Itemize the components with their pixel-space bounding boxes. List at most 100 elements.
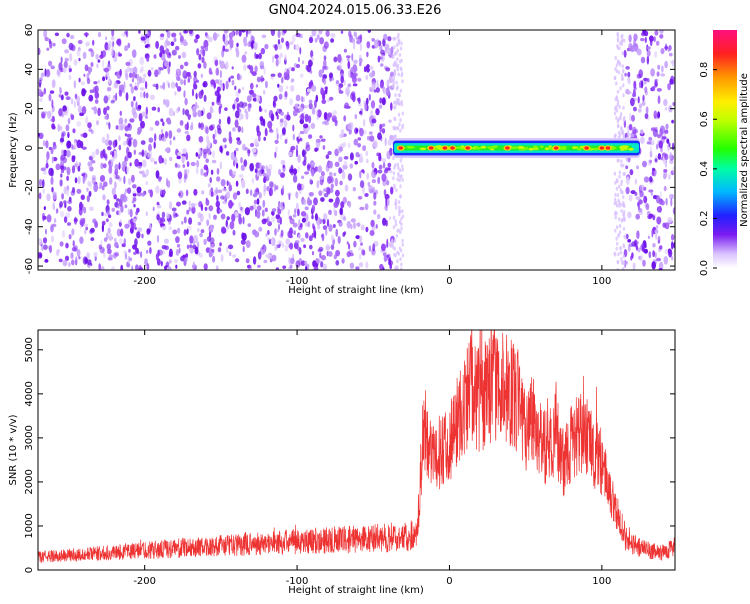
noise-fringe	[399, 158, 403, 163]
noise-cell	[244, 207, 250, 216]
noise-cell	[638, 69, 643, 78]
noise-cell	[346, 55, 351, 59]
noise-cell	[128, 248, 131, 253]
noise-cell	[328, 198, 334, 203]
noise-cell	[44, 111, 48, 115]
noise-cell	[160, 188, 163, 195]
noise-cell	[340, 75, 345, 84]
noise-cell	[105, 36, 107, 41]
noise-cell	[155, 170, 160, 179]
noise-cell	[183, 216, 187, 224]
noise-cell	[643, 77, 648, 82]
noise-cell	[216, 194, 219, 202]
noise-cell	[198, 136, 204, 143]
noise-fringe	[400, 41, 403, 46]
noise-cell	[212, 150, 215, 159]
noise-cell	[217, 86, 221, 92]
noise-cell	[84, 257, 88, 264]
noise-fringe	[618, 217, 621, 222]
noise-cell	[275, 267, 280, 270]
noise-cell	[633, 80, 637, 89]
noise-cell	[260, 47, 266, 55]
noise-cell	[134, 238, 138, 247]
noise-cell	[203, 152, 207, 159]
noise-cell	[104, 139, 110, 146]
noise-cell	[289, 168, 294, 174]
noise-fringe	[617, 117, 620, 122]
noise-cell	[120, 193, 125, 201]
noise-cell	[636, 165, 639, 170]
noise-cell	[347, 83, 352, 88]
noise-cell	[370, 88, 374, 92]
noise-cell	[127, 178, 132, 186]
noise-fringe	[622, 267, 625, 270]
noise-cell	[297, 154, 301, 164]
noise-fringe	[616, 123, 620, 128]
noise-fringe	[399, 209, 402, 214]
noise-cell	[164, 148, 169, 152]
noise-cell	[74, 177, 78, 184]
noise-cell	[666, 138, 670, 144]
noise-cell	[139, 170, 143, 174]
noise-cell	[353, 59, 358, 64]
noise-cell	[276, 218, 282, 224]
noise-cell	[276, 108, 280, 113]
noise-cell	[389, 134, 394, 141]
noise-cell	[319, 218, 323, 223]
noise-cell	[195, 34, 200, 40]
noise-cell	[327, 112, 333, 118]
noise-cell	[82, 132, 88, 138]
noise-cell	[341, 258, 345, 264]
noise-cell	[198, 53, 202, 61]
noise-cell	[108, 214, 112, 219]
noise-cell	[69, 52, 73, 62]
noise-cell	[148, 189, 152, 193]
noise-cell	[127, 208, 131, 216]
noise-cell	[343, 79, 346, 86]
noise-cell	[225, 151, 230, 156]
noise-cell	[371, 81, 376, 90]
noise-cell	[641, 80, 644, 89]
noise-cell	[318, 69, 323, 78]
noise-cell	[153, 54, 157, 59]
noise-cell	[147, 69, 152, 77]
noise-fringe	[618, 105, 621, 109]
noise-cell	[65, 212, 71, 219]
noise-cell	[240, 157, 243, 164]
noise-cell	[203, 94, 207, 102]
noise-cell	[315, 94, 319, 103]
noise-cell	[185, 253, 189, 258]
noise-fringe	[616, 33, 620, 38]
noise-cell	[359, 180, 365, 189]
noise-cell	[38, 178, 43, 187]
noise-cell	[633, 33, 638, 42]
noise-cell	[175, 212, 178, 217]
noise-cell	[297, 138, 300, 144]
noise-cell	[87, 66, 93, 73]
noise-fringe	[616, 241, 619, 246]
noise-cell	[131, 200, 135, 204]
noise-cell	[197, 105, 200, 109]
noise-cell	[381, 128, 386, 134]
noise-cell	[388, 119, 392, 123]
noise-cell	[59, 241, 64, 247]
noise-cell	[129, 83, 133, 87]
noise-cell	[183, 39, 187, 44]
noise-cell	[64, 49, 69, 54]
noise-cell	[290, 67, 295, 72]
noise-fringe	[618, 224, 622, 228]
noise-fringe	[615, 203, 619, 208]
noise-cell	[211, 159, 217, 164]
noise-cell	[319, 252, 322, 259]
noise-cell	[134, 226, 137, 231]
noise-cell	[186, 134, 191, 142]
noise-fringe	[395, 80, 398, 85]
noise-cell	[175, 82, 178, 88]
noise-cell	[102, 76, 106, 82]
noise-cell	[369, 72, 374, 78]
noise-cell	[370, 109, 373, 116]
noise-cell	[632, 262, 636, 270]
noise-cell	[132, 71, 136, 79]
noise-cell	[339, 63, 342, 69]
y-tick-label: -60	[24, 258, 35, 274]
